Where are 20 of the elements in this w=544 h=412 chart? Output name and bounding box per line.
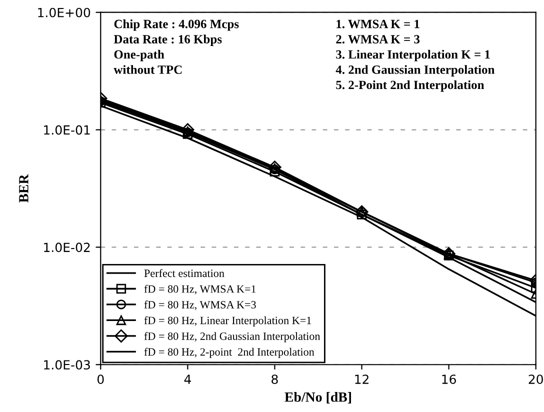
y-axis-title: BER bbox=[19, 174, 28, 203]
y-tick-label: 1.0E-03 bbox=[44, 360, 90, 370]
x-tick-label: 20 bbox=[528, 374, 543, 384]
x-tick-label: 4 bbox=[184, 374, 191, 384]
annotation: 1. WMSA K = 1 2. WMSA K = 3 3. Linear Interpolation K = 1 4. 2nd Gaussian Interpolation 5. 2-Point 2nd Interpolation bbox=[336, 20, 495, 92]
y-tick-label: 1.0E-02 bbox=[44, 242, 90, 252]
annotation: Chip Rate : 4.096 Mcps Data Rate : 16 Kbps One-path without TPC bbox=[114, 19, 239, 74]
x-tick-label: 8 bbox=[272, 374, 278, 384]
x-axis-title: Eb/No [dB] bbox=[284, 392, 351, 404]
legend-label: Perfect estimation bbox=[144, 269, 224, 278]
legend-label: fD = 80 Hz, Linear Interpolation K=1 bbox=[144, 316, 312, 326]
x-tick-label: 16 bbox=[442, 374, 456, 384]
y-tick-label: 1.0E-01 bbox=[44, 125, 90, 135]
y-tick-label: 1.0E+00 bbox=[38, 8, 90, 18]
legend-label: fD = 80 Hz, WMSA K=1 bbox=[144, 284, 256, 294]
x-tick-label: 12 bbox=[355, 374, 368, 384]
x-tick-label: 0 bbox=[97, 374, 104, 384]
legend-label: fD = 80 Hz, 2nd Gaussian Interpolation bbox=[144, 332, 320, 342]
legend-label: fD = 80 Hz, WMSA K=3 bbox=[144, 300, 256, 310]
legend-label: fD = 80 Hz, 2-point 2nd Interpolation bbox=[144, 348, 314, 358]
